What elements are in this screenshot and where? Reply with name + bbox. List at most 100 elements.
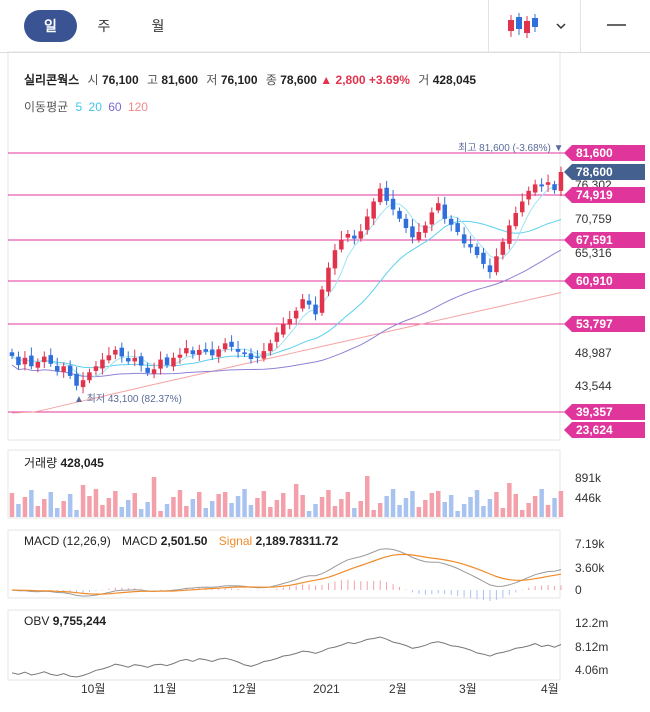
candle-body bbox=[436, 203, 441, 211]
volume-bar bbox=[293, 484, 299, 517]
macd-histogram-bar bbox=[470, 590, 472, 599]
volume-bar bbox=[16, 504, 21, 517]
price-level-badge bbox=[564, 187, 645, 203]
x-axis-tick: 12월 bbox=[232, 682, 256, 696]
volume-bar bbox=[423, 500, 428, 517]
tab-day[interactable]: 일 bbox=[24, 10, 77, 42]
candle-body bbox=[261, 351, 267, 359]
candle-body bbox=[184, 348, 189, 354]
candle-body bbox=[242, 352, 247, 355]
macd-histogram-bar bbox=[437, 590, 439, 594]
macd-histogram-bar bbox=[127, 588, 129, 590]
candle-body bbox=[113, 349, 118, 355]
macd-histogram-bar bbox=[95, 590, 97, 591]
volume-bar bbox=[552, 498, 557, 517]
candle-body bbox=[377, 188, 383, 203]
panel-frame bbox=[7, 609, 561, 681]
candle-body bbox=[365, 216, 370, 230]
macd-histogram-bar bbox=[256, 590, 258, 591]
volume-bar bbox=[526, 503, 531, 517]
macd-histogram-bar bbox=[353, 580, 355, 590]
volume-bar bbox=[507, 483, 512, 517]
macd-axis-tick: 7.19k bbox=[575, 537, 605, 551]
candle-body bbox=[22, 357, 28, 365]
macd-histogram-bar bbox=[295, 585, 297, 590]
chart-type-selector[interactable] bbox=[500, 12, 570, 40]
candle-body bbox=[455, 223, 460, 232]
candle-body bbox=[158, 359, 163, 369]
candle-body bbox=[507, 225, 512, 244]
macd-histogram-bar bbox=[495, 590, 497, 600]
price-level-badge-text: 39,357 bbox=[576, 405, 613, 419]
candle-body bbox=[132, 357, 137, 362]
macd-histogram-bar bbox=[328, 583, 329, 590]
change-arrow-icon: ▲ bbox=[320, 73, 333, 87]
chevron-down-icon bbox=[556, 23, 566, 30]
candle-body bbox=[164, 357, 170, 365]
macd-axis-tick: 3.60k bbox=[575, 561, 605, 575]
macd-histogram-bar bbox=[489, 590, 491, 601]
candle-body bbox=[100, 359, 105, 369]
volume-bar bbox=[274, 500, 280, 517]
macd-histogram-bar bbox=[347, 579, 349, 590]
macd-histogram-bar bbox=[424, 590, 426, 595]
macd-histogram-bar bbox=[269, 589, 271, 591]
macd-histogram-bar bbox=[147, 589, 149, 591]
candle-body bbox=[48, 355, 53, 364]
candle-body bbox=[423, 225, 428, 233]
candle-body bbox=[487, 265, 493, 273]
volume-bar bbox=[474, 490, 480, 517]
macd-histogram-bar bbox=[560, 585, 562, 590]
volume-bar bbox=[532, 496, 538, 517]
candle-body bbox=[190, 350, 196, 355]
candle-body bbox=[319, 289, 325, 313]
ma-5-line bbox=[11, 182, 562, 377]
macd-histogram-bar bbox=[399, 586, 400, 590]
macd-histogram-bar bbox=[405, 589, 407, 591]
volume-bar bbox=[177, 490, 183, 517]
macd-histogram-bar bbox=[218, 588, 220, 590]
macd-histogram-bar bbox=[50, 590, 52, 591]
volume-bar bbox=[365, 476, 370, 517]
volume-bar bbox=[345, 492, 351, 517]
macd-histogram-bar bbox=[373, 580, 375, 590]
high-label: 고 bbox=[146, 73, 159, 87]
panel-frame bbox=[7, 51, 561, 441]
price-level-badge bbox=[564, 422, 645, 438]
candle-body bbox=[300, 299, 305, 309]
volume-bar bbox=[358, 501, 363, 517]
price-axis-tick: 48,987 bbox=[575, 346, 612, 360]
macd-histogram-bar bbox=[89, 590, 90, 592]
macd-histogram-bar bbox=[192, 588, 194, 590]
close-label: 종 bbox=[265, 73, 277, 87]
candle-body bbox=[494, 256, 499, 273]
candle-body bbox=[281, 324, 286, 335]
macd-histogram-bar bbox=[476, 590, 478, 600]
macd-histogram-bar bbox=[528, 587, 530, 590]
volume-bar bbox=[113, 491, 118, 517]
volume-bar bbox=[203, 508, 208, 517]
volume-axis-tick: 446k bbox=[575, 491, 602, 505]
tab-month[interactable]: 월 bbox=[151, 18, 165, 34]
candle-body bbox=[29, 355, 34, 367]
candle-body bbox=[222, 343, 228, 350]
price-level-badge bbox=[564, 273, 645, 289]
tab-week[interactable]: 주 bbox=[97, 18, 111, 34]
macd-histogram-bar bbox=[534, 586, 536, 590]
volume-bar bbox=[48, 492, 53, 517]
macd-histogram-bar bbox=[244, 589, 245, 590]
volume-bar bbox=[151, 477, 157, 517]
volume-bar bbox=[500, 508, 506, 517]
macd-histogram-bar bbox=[224, 588, 226, 590]
menu-button[interactable] bbox=[600, 12, 630, 40]
change-percent: +3.69% bbox=[368, 73, 410, 87]
price-axis-tick: 70,759 bbox=[575, 212, 612, 226]
macd-histogram-bar bbox=[431, 590, 433, 595]
volume-bar bbox=[390, 489, 396, 517]
candle-body bbox=[339, 239, 344, 250]
signal-series-value: 2,189.78311.72 bbox=[255, 534, 339, 548]
candle-body bbox=[106, 355, 112, 361]
candle-body bbox=[448, 218, 454, 225]
macd-axis-tick: 0 bbox=[575, 583, 582, 597]
